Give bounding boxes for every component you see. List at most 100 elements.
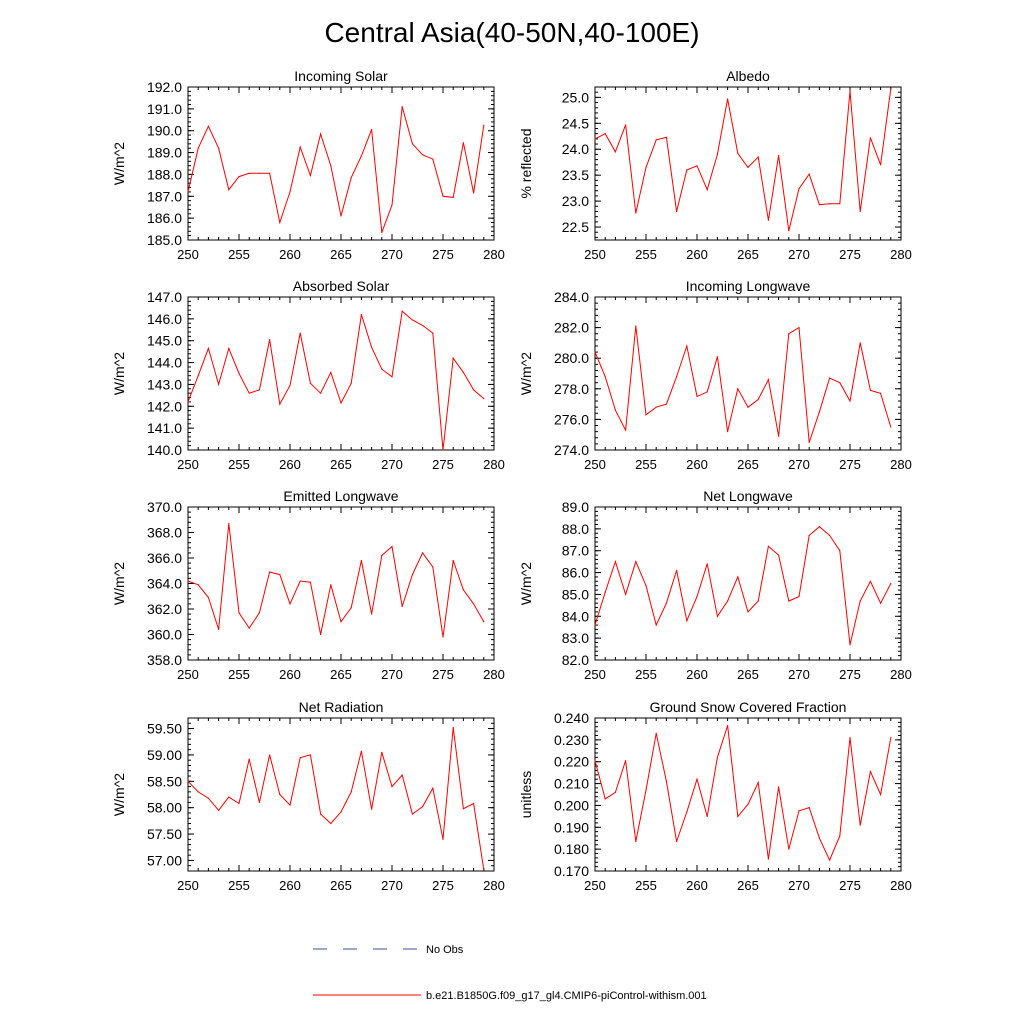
data-point	[737, 388, 739, 390]
panel-incoming-solar: Incoming Solar W/m^2 250 255 260 265 270 275 280…	[111, 68, 505, 262]
data-point	[869, 389, 872, 391]
series-line	[594, 88, 892, 231]
data-point	[381, 554, 383, 557]
x-tick-label: 280	[483, 457, 505, 472]
y-tick-label: 0.200	[554, 797, 589, 813]
data-point	[665, 602, 668, 604]
data-point	[381, 231, 383, 233]
data-point	[320, 392, 322, 394]
data-point	[218, 383, 220, 386]
x-tick-label: 270	[788, 457, 810, 472]
data-point	[716, 356, 719, 358]
y-tick-label: 22.5	[562, 219, 589, 235]
panel-title: Absorbed Solar	[293, 278, 390, 294]
data-point	[187, 401, 189, 403]
series-line	[187, 106, 485, 233]
panel-title: Incoming Longwave	[686, 278, 811, 294]
data-point	[686, 169, 688, 171]
data-point	[839, 382, 841, 384]
legend-model-label: b.e21.B1850G.f09_g17_gl4.CMIP6-piControl…	[426, 990, 707, 1002]
y-tick-label: 360.0	[147, 627, 182, 643]
data-point	[890, 87, 892, 90]
data-point	[228, 522, 230, 525]
data-point	[289, 804, 291, 806]
data-point	[706, 189, 708, 191]
data-point	[360, 750, 362, 752]
data-point	[594, 138, 596, 140]
data-point	[473, 192, 475, 194]
data-point	[859, 600, 861, 602]
legend-obs-label: No Obs	[426, 944, 464, 956]
x-tick-label: 275	[839, 457, 861, 472]
data-point	[747, 803, 749, 805]
y-tick-label: 362.0	[147, 601, 182, 617]
data-point	[635, 212, 637, 214]
x-tick-label: 255	[228, 667, 250, 682]
y-axis-label: W/m^2	[111, 562, 127, 605]
data-point	[320, 813, 322, 815]
data-point	[473, 603, 475, 605]
data-point	[228, 347, 230, 349]
y-tick-label: 0.190	[554, 819, 589, 835]
x-tick-label: 280	[483, 878, 505, 893]
data-point	[483, 621, 485, 623]
data-point	[635, 325, 637, 327]
data-point	[849, 644, 851, 646]
data-point	[248, 392, 250, 394]
data-point	[258, 389, 260, 391]
data-point	[635, 561, 637, 563]
data-point	[727, 98, 729, 100]
data-point	[391, 204, 393, 206]
y-axis-label: W/m^2	[111, 773, 127, 816]
data-point	[676, 375, 678, 378]
plot-frame	[187, 717, 495, 872]
data-point	[218, 809, 220, 811]
data-point	[757, 600, 759, 602]
data-point	[778, 154, 780, 157]
data-point	[727, 600, 729, 602]
data-point	[686, 345, 688, 347]
y-tick-label: 189.0	[147, 145, 182, 161]
data-point	[706, 815, 708, 817]
y-tick-label: 187.0	[147, 188, 182, 204]
y-tick-label: 57.50	[147, 826, 182, 842]
x-tick-label: 265	[737, 457, 759, 472]
data-point	[330, 165, 332, 167]
data-point	[676, 569, 678, 571]
x-tick-label: 255	[228, 878, 250, 893]
x-tick-label: 275	[432, 878, 454, 893]
data-point	[401, 774, 403, 776]
data-point	[422, 552, 424, 554]
data-point	[696, 395, 698, 398]
panel-emitted-longwave: Emitted Longwave W/m^2 250 255 260 265 270 275 2…	[111, 488, 505, 682]
data-point	[391, 545, 393, 548]
y-tick-label: 58.00	[147, 800, 182, 816]
y-axis-label: W/m^2	[111, 352, 127, 395]
data-point	[808, 534, 810, 537]
x-tick-label: 250	[177, 247, 199, 262]
panel-title: Incoming Solar	[294, 68, 388, 84]
data-point	[299, 146, 301, 148]
data-point	[320, 133, 322, 135]
x-tick-label: 275	[839, 878, 861, 893]
data-point	[818, 204, 821, 206]
y-tick-label: 278.0	[554, 381, 589, 397]
data-point	[309, 382, 311, 384]
data-point	[279, 403, 281, 405]
x-tick-label: 260	[279, 247, 301, 262]
data-point	[238, 176, 240, 178]
data-point	[269, 571, 271, 573]
data-point	[716, 756, 719, 758]
data-point	[442, 838, 444, 840]
y-tick-label: 284.0	[554, 289, 589, 305]
plot-frame	[187, 506, 495, 661]
y-tick-label: 86.0	[562, 565, 589, 581]
data-point	[665, 403, 668, 405]
data-point	[289, 191, 291, 193]
data-point	[665, 136, 668, 138]
x-tick-label: 250	[584, 667, 606, 682]
data-point	[778, 554, 780, 556]
data-point	[869, 580, 872, 582]
y-tick-label: 25.0	[562, 89, 589, 105]
data-point	[452, 357, 454, 359]
